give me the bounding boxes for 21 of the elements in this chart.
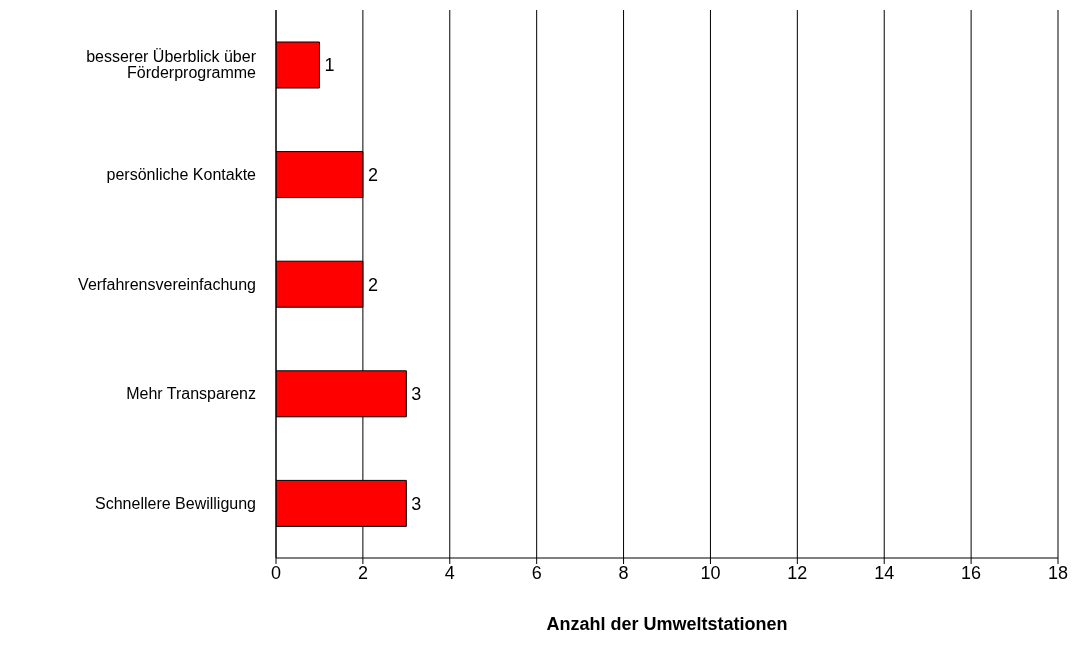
data-label: 2	[367, 164, 378, 185]
data-label: 3	[411, 384, 422, 405]
y-tick-label: Schnellere Bewilligung	[95, 494, 256, 512]
data-label: 3	[411, 493, 422, 514]
x-tick-label: 8	[618, 562, 629, 583]
y-tick-label: Verfahrensvereinfachung	[78, 275, 256, 293]
x-tick-label: 14	[874, 562, 895, 583]
data-label: 2	[367, 274, 378, 295]
x-axis-title: Anzahl der Umweltstationen	[546, 614, 788, 634]
y-tick-label: besserer Überblick über Förderprogramme	[86, 48, 257, 82]
y-tick-label: Mehr Transparenz	[126, 385, 256, 403]
x-tick-label: 2	[357, 562, 368, 583]
x-tick-label: 0	[270, 562, 282, 583]
data-label: 1	[324, 55, 335, 76]
y-tick-label: persönliche Kontakte	[106, 166, 257, 184]
x-tick-label: 4	[444, 562, 455, 583]
x-tick-label: 18	[1047, 562, 1069, 583]
x-tick-label: 10	[700, 562, 721, 583]
x-tick-label: 12	[787, 562, 808, 583]
x-tick-label: 16	[961, 562, 982, 583]
x-tick-label: 6	[531, 562, 542, 583]
